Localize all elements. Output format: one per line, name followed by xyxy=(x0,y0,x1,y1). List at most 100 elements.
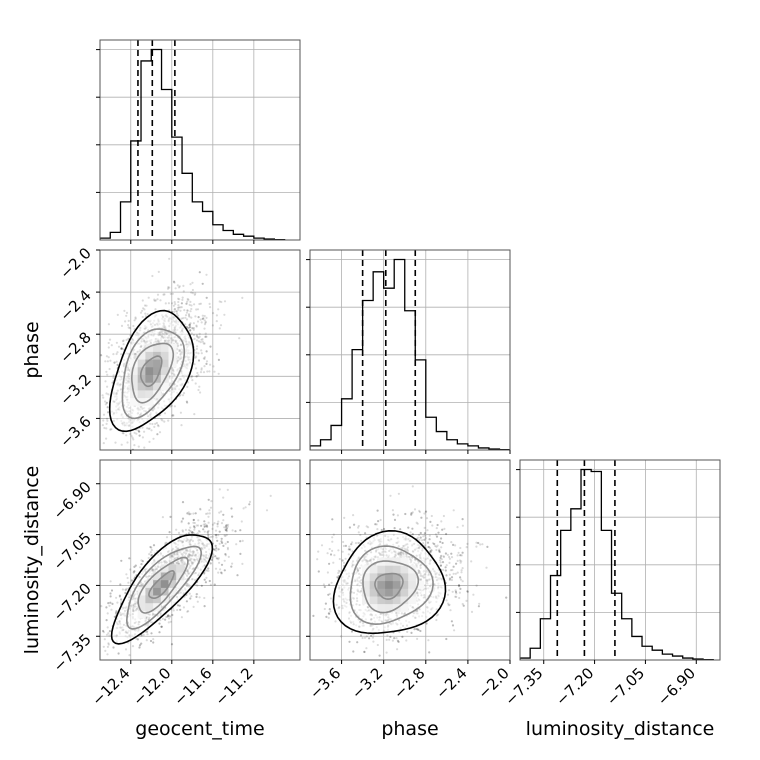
scatter-point xyxy=(196,320,200,323)
scatter-point xyxy=(211,557,214,560)
scatter-point xyxy=(191,531,194,534)
scatter-point xyxy=(203,357,206,360)
scatter-point xyxy=(205,525,208,528)
scatter-point xyxy=(217,308,220,311)
scatter-point xyxy=(223,534,226,537)
scatter-point xyxy=(205,296,208,299)
scatter-point xyxy=(389,635,392,639)
scatter-point xyxy=(160,418,163,421)
scatter-point xyxy=(207,567,210,570)
scatter-point xyxy=(147,427,150,430)
scatter-point xyxy=(208,512,211,515)
scatter-point xyxy=(204,332,207,335)
scatter-point xyxy=(127,326,130,329)
scatter-point xyxy=(197,352,200,355)
scatter-point xyxy=(105,437,108,440)
scatter-point xyxy=(269,494,272,497)
scatter-point xyxy=(462,604,465,607)
scatter-point xyxy=(171,302,174,305)
scatter-point xyxy=(196,593,199,596)
scatter-point xyxy=(136,429,139,432)
scatter-point xyxy=(106,406,109,409)
scatter-point xyxy=(150,429,153,432)
scatter-point xyxy=(189,529,192,532)
scatter-point xyxy=(227,555,230,559)
scatter-point xyxy=(203,314,206,318)
scatter-point xyxy=(216,522,219,526)
scatter-point xyxy=(105,606,108,609)
scatter-point xyxy=(168,531,171,534)
scatter-point xyxy=(193,363,196,366)
scatter-point xyxy=(130,434,133,437)
scatter-point xyxy=(223,313,226,316)
scatter-point xyxy=(166,614,169,618)
scatter-point xyxy=(96,369,98,371)
scatter-point xyxy=(187,511,190,514)
scatter-point xyxy=(328,562,331,565)
scatter-point xyxy=(433,542,436,546)
scatter-point xyxy=(142,633,145,637)
scatter-point xyxy=(196,584,199,587)
scatter-point xyxy=(230,565,233,568)
scatter-point xyxy=(188,326,191,329)
scatter-point xyxy=(216,539,219,542)
scatter-point xyxy=(160,625,163,628)
scatter-point xyxy=(129,432,132,436)
scatter-point xyxy=(180,306,183,309)
scatter-point xyxy=(189,597,192,600)
scatter-point xyxy=(97,362,99,364)
scatter-point xyxy=(202,528,205,531)
scatter-point xyxy=(140,634,143,637)
scatter-point xyxy=(202,357,205,360)
scatter-point xyxy=(445,574,448,577)
scatter-point xyxy=(116,363,119,366)
scatter-point xyxy=(179,608,182,611)
scatter-point xyxy=(225,529,228,532)
scatter-point xyxy=(238,337,241,340)
scatter-point xyxy=(189,300,192,303)
scatter-point xyxy=(191,379,194,382)
scatter-point xyxy=(179,306,182,309)
scatter-point xyxy=(107,632,110,635)
scatter-point xyxy=(195,595,198,599)
scatter-point xyxy=(157,425,160,428)
scatter-point xyxy=(106,612,109,615)
scatter-point xyxy=(195,593,198,596)
scatter-point xyxy=(348,640,351,643)
scatter-point xyxy=(154,422,157,425)
scatter-point xyxy=(205,350,208,353)
scatter-point xyxy=(116,313,119,316)
scatter-point xyxy=(210,558,213,562)
scatter-point xyxy=(185,600,188,603)
scatter-point xyxy=(170,643,174,646)
scatter-point xyxy=(130,579,133,582)
scatter-point xyxy=(205,296,208,299)
scatter-point xyxy=(158,622,161,625)
scatter-point xyxy=(209,562,212,565)
scatter-point xyxy=(205,273,208,276)
scatter-point xyxy=(201,282,204,285)
scatter-point xyxy=(317,570,320,573)
scatter-point xyxy=(182,392,186,395)
scatter-point xyxy=(215,547,218,550)
scatter-point xyxy=(196,335,199,339)
scatter-point xyxy=(185,302,188,305)
scatter-point xyxy=(194,512,197,515)
scatter-point xyxy=(179,411,182,414)
scatter-point xyxy=(151,274,154,278)
scatter-point xyxy=(195,334,198,337)
scatter-point xyxy=(452,565,455,568)
scatter-point xyxy=(187,522,190,525)
scatter-point xyxy=(440,537,443,540)
scatter-point xyxy=(192,328,195,331)
scatter-point xyxy=(158,631,161,634)
scatter-point xyxy=(122,343,125,346)
scatter-point xyxy=(189,329,192,332)
scatter-point xyxy=(461,518,464,521)
scatter-point xyxy=(220,540,223,543)
scatter-point xyxy=(194,512,197,515)
scatter-point xyxy=(127,337,130,340)
scatter-point xyxy=(153,299,156,302)
scatter-point xyxy=(152,641,155,644)
scatter-point xyxy=(441,541,444,545)
